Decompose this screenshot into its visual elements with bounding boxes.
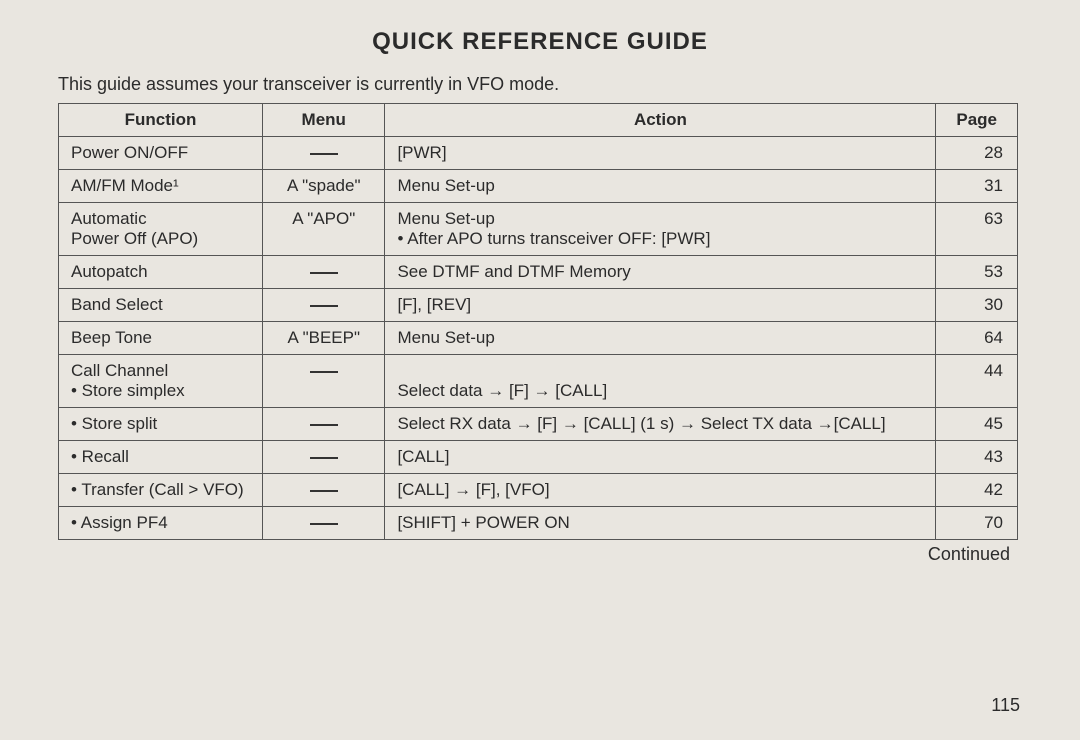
- cell-function: Power ON/OFF: [59, 137, 263, 170]
- table-row: • Recall [CALL]43: [59, 441, 1018, 474]
- cell-page: 63: [936, 203, 1018, 256]
- table-row: Power ON/OFF [PWR]28: [59, 137, 1018, 170]
- cell-page: 44: [936, 355, 1018, 408]
- cell-menu: [263, 441, 385, 474]
- reference-table: Function Menu Action Page Power ON/OFF [P…: [58, 103, 1018, 540]
- mdash-icon: [310, 457, 338, 459]
- cell-action: [PWR]: [385, 137, 936, 170]
- cell-action: Select RX data → [F] → [CALL] (1 s) → Se…: [385, 408, 936, 441]
- table-row: Band Select [F], [REV]30: [59, 289, 1018, 322]
- table-header-row: Function Menu Action Page: [59, 104, 1018, 137]
- mdash-icon: [310, 523, 338, 525]
- cell-function: Band Select: [59, 289, 263, 322]
- mdash-icon: [310, 424, 338, 426]
- table-row: • Store split Select RX data → [F] → [CAL…: [59, 408, 1018, 441]
- cell-function: Autopatch: [59, 256, 263, 289]
- table-row: • Assign PF4 [SHIFT] + POWER ON70: [59, 507, 1018, 540]
- cell-function: • Transfer (Call > VFO): [59, 474, 263, 507]
- cell-menu: A "BEEP": [263, 322, 385, 355]
- mdash-icon: [310, 305, 338, 307]
- cell-page: 70: [936, 507, 1018, 540]
- table-row: AutomaticPower Off (APO)A "APO"Menu Set-…: [59, 203, 1018, 256]
- mdash-icon: [310, 272, 338, 274]
- intro-text: This guide assumes your transceiver is c…: [58, 74, 1032, 95]
- cell-function: • Assign PF4: [59, 507, 263, 540]
- cell-action: Menu Set-up• After APO turns transceiver…: [385, 203, 936, 256]
- col-action: Action: [385, 104, 936, 137]
- table-row: AM/FM Mode¹A "spade"Menu Set-up31: [59, 170, 1018, 203]
- cell-action: [F], [REV]: [385, 289, 936, 322]
- cell-action: See DTMF and DTMF Memory: [385, 256, 936, 289]
- mdash-icon: [310, 490, 338, 492]
- table-row: • Transfer (Call > VFO) [CALL] → [F], [VF…: [59, 474, 1018, 507]
- mdash-icon: [310, 371, 338, 373]
- table-row: Beep ToneA "BEEP"Menu Set-up64: [59, 322, 1018, 355]
- cell-page: 28: [936, 137, 1018, 170]
- cell-page: 64: [936, 322, 1018, 355]
- page-number: 115: [991, 695, 1020, 716]
- cell-action: Menu Set-up: [385, 170, 936, 203]
- col-page: Page: [936, 104, 1018, 137]
- cell-function: AutomaticPower Off (APO): [59, 203, 263, 256]
- cell-menu: A "spade": [263, 170, 385, 203]
- cell-menu: [263, 474, 385, 507]
- cell-page: 45: [936, 408, 1018, 441]
- cell-menu: [263, 408, 385, 441]
- table-row: Call Channel• Store simplex Select data →…: [59, 355, 1018, 408]
- cell-page: 53: [936, 256, 1018, 289]
- cell-function: • Recall: [59, 441, 263, 474]
- cell-action: [CALL]: [385, 441, 936, 474]
- cell-menu: [263, 507, 385, 540]
- continued-label: Continued: [48, 544, 1010, 565]
- cell-menu: [263, 355, 385, 408]
- col-menu: Menu: [263, 104, 385, 137]
- cell-action: Menu Set-up: [385, 322, 936, 355]
- cell-menu: [263, 137, 385, 170]
- cell-action: Select data → [F] → [CALL]: [385, 355, 936, 408]
- cell-menu: [263, 256, 385, 289]
- cell-function: Beep Tone: [59, 322, 263, 355]
- cell-function: Call Channel• Store simplex: [59, 355, 263, 408]
- cell-menu: [263, 289, 385, 322]
- cell-function: AM/FM Mode¹: [59, 170, 263, 203]
- cell-action: [SHIFT] + POWER ON: [385, 507, 936, 540]
- page-title: QUICK REFERENCE GUIDE: [48, 28, 1032, 56]
- table-row: Autopatch See DTMF and DTMF Memory53: [59, 256, 1018, 289]
- cell-action: [CALL] → [F], [VFO]: [385, 474, 936, 507]
- mdash-icon: [310, 153, 338, 155]
- cell-function: • Store split: [59, 408, 263, 441]
- col-function: Function: [59, 104, 263, 137]
- cell-page: 42: [936, 474, 1018, 507]
- cell-page: 30: [936, 289, 1018, 322]
- cell-page: 43: [936, 441, 1018, 474]
- cell-menu: A "APO": [263, 203, 385, 256]
- cell-page: 31: [936, 170, 1018, 203]
